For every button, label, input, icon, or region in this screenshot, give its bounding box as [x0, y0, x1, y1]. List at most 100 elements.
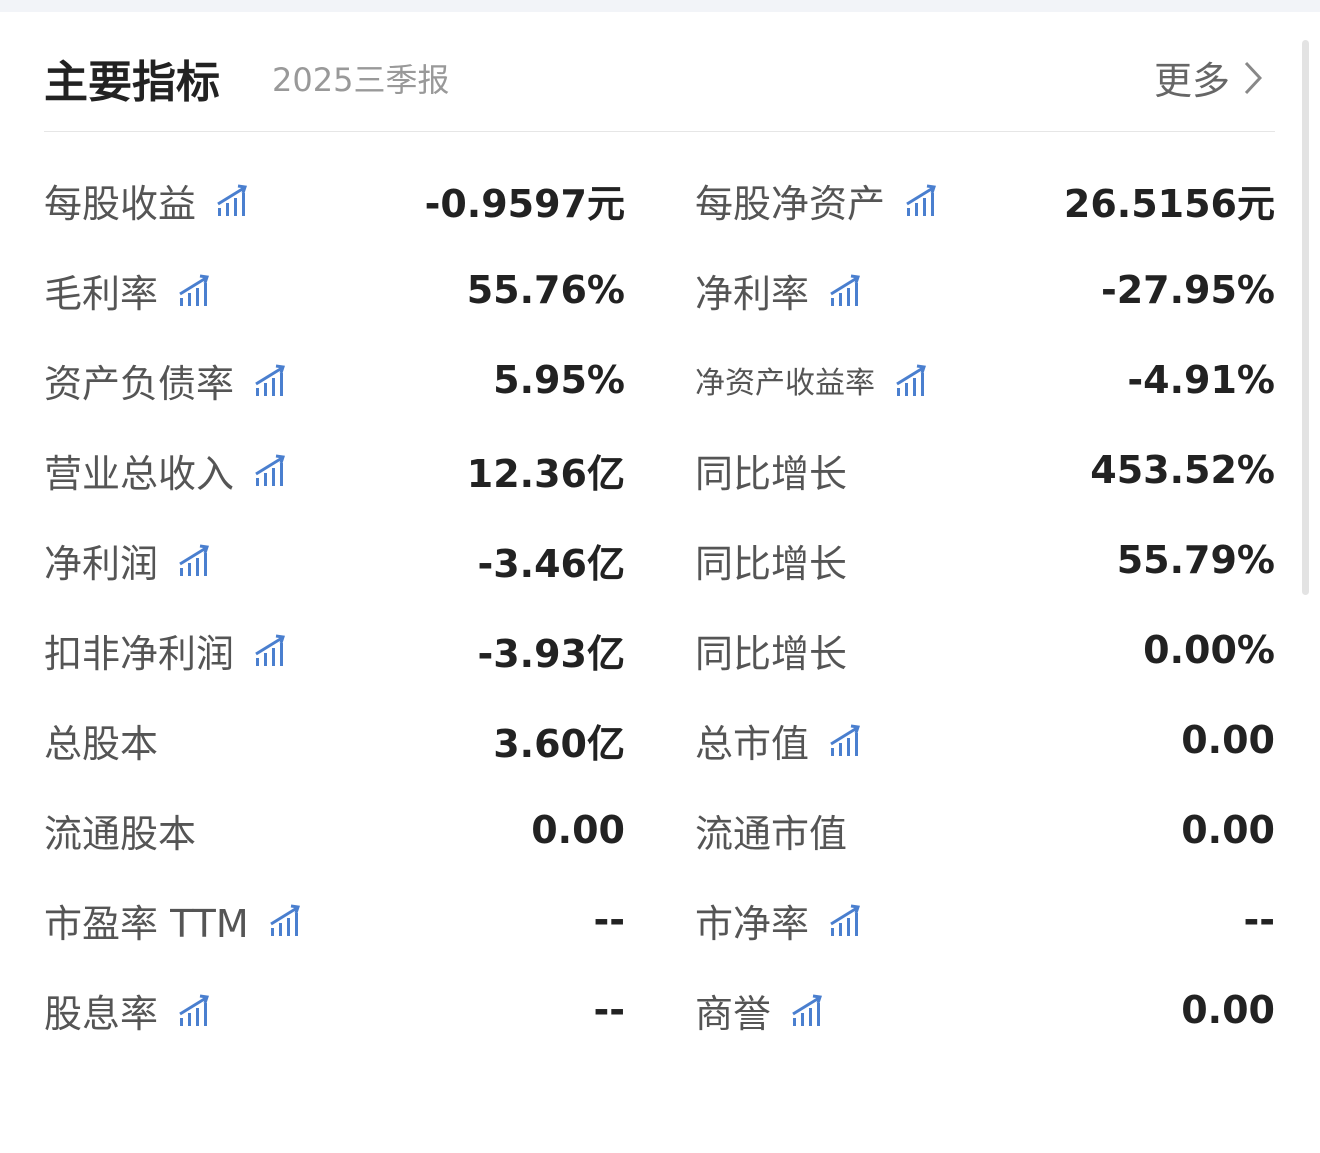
indicator-value: 3.60亿 [493, 721, 625, 766]
indicator-label: 资产负债率 [44, 353, 288, 408]
trend-chart-icon[interactable] [827, 272, 863, 308]
indicator-label: 每股净资产 [695, 173, 939, 228]
indicator-label: 流通股本 [44, 803, 196, 858]
indicator-label: 市盈率 TTM [44, 893, 303, 948]
indicator-right: 同比增长 453.52% [695, 425, 1275, 515]
indicator-left: 市盈率 TTM -- [44, 875, 625, 965]
trend-chart-icon[interactable] [827, 722, 863, 758]
indicator-label-text: 同比增长 [695, 451, 848, 496]
indicator-label-text: 同比增长 [695, 631, 848, 676]
divider [44, 131, 1275, 132]
indicator-value: -4.91% [1127, 358, 1275, 402]
indicator-right: 净资产收益率 -4.91% [695, 335, 1275, 425]
trend-chart-icon[interactable] [893, 362, 929, 398]
indicator-value: -3.93亿 [477, 631, 625, 676]
indicator-label: 扣非净利润 [44, 623, 288, 678]
trend-chart-icon[interactable] [252, 362, 288, 398]
indicator-left: 扣非净利润 -3.93亿 [44, 605, 625, 695]
indicator-label: 净利率 [695, 263, 863, 318]
indicator-label-text: 每股净资产 [695, 181, 886, 226]
indicator-label: 流通市值 [695, 803, 847, 858]
top-strip [0, 0, 1320, 12]
indicator-label: 每股收益 [44, 173, 250, 228]
indicator-value: 0.00 [1181, 808, 1275, 852]
indicator-right: 同比增长 0.00% [695, 605, 1275, 695]
indicator-right: 净利率 -27.95% [695, 245, 1275, 335]
indicator-label-text: 商誉 [695, 991, 772, 1036]
trend-chart-icon[interactable] [176, 542, 212, 578]
chevron-right-icon [1244, 61, 1262, 94]
indicator-value: 55.76% [466, 268, 625, 312]
indicator-value: 26.5156元 [1063, 181, 1275, 226]
indicator-label: 商誉 [695, 983, 825, 1038]
indicator-label-text: 扣非净利润 [44, 631, 235, 676]
indicator-label: 净利润 [44, 533, 212, 588]
indicator-label-text: 资产负债率 [44, 361, 235, 406]
indicator-value: 12.36亿 [466, 451, 625, 496]
indicator-left: 每股收益 -0.9597元 [44, 155, 625, 245]
report-period: 2025三季报 [272, 61, 450, 99]
indicator-label: 营业总收入 [44, 443, 288, 498]
indicator-label-text: 总股本 [44, 721, 159, 766]
indicator-label: 总股本 [44, 713, 158, 768]
indicator-right: 总市值 0.00 [695, 695, 1275, 785]
indicator-label: 总市值 [695, 713, 863, 768]
indicator-right: 流通市值 0.00 [695, 785, 1275, 875]
indicator-value: -- [593, 988, 625, 1032]
indicator-label: 毛利率 [44, 263, 212, 318]
indicator-right: 同比增长 55.79% [695, 515, 1275, 605]
indicator-label-text: 净资产收益率 [695, 366, 875, 401]
indicator-value: 0.00% [1143, 628, 1275, 672]
indicator-label: 同比增长 [695, 623, 847, 678]
indicator-left: 流通股本 0.00 [44, 785, 625, 875]
indicator-right: 市净率 -- [695, 875, 1275, 965]
indicator-label-text: 市盈率 TTM [44, 901, 249, 946]
indicator-label: 净资产收益率 [695, 358, 929, 402]
indicator-value: 0.00 [1181, 718, 1275, 762]
trend-chart-icon[interactable] [176, 992, 212, 1028]
indicator-value: 55.79% [1116, 538, 1275, 582]
trend-chart-icon[interactable] [252, 632, 288, 668]
indicator-value: 5.95% [493, 358, 625, 402]
indicator-value: -27.95% [1100, 268, 1275, 312]
indicator-value: 0.00 [531, 808, 625, 852]
indicator-value: -- [593, 898, 625, 942]
indicator-label-text: 股息率 [44, 991, 159, 1036]
indicator-label-text: 同比增长 [695, 541, 848, 586]
indicator-value: 0.00 [1181, 988, 1275, 1032]
scrollbar[interactable] [1302, 40, 1309, 595]
indicator-left: 营业总收入 12.36亿 [44, 425, 625, 515]
trend-chart-icon[interactable] [214, 182, 250, 218]
page-title: 主要指标 [44, 57, 220, 108]
trend-chart-icon[interactable] [267, 902, 303, 938]
indicator-left: 资产负债率 5.95% [44, 335, 625, 425]
more-button[interactable]: 更多 [1154, 50, 1262, 105]
trend-chart-icon[interactable] [903, 182, 939, 218]
indicator-label: 同比增长 [695, 533, 847, 588]
indicator-label-text: 净利润 [44, 541, 159, 586]
indicator-left: 净利润 -3.46亿 [44, 515, 625, 605]
indicator-label-text: 毛利率 [44, 271, 159, 316]
indicator-right: 商誉 0.00 [695, 965, 1275, 1055]
indicator-label: 股息率 [44, 983, 212, 1038]
trend-chart-icon[interactable] [176, 272, 212, 308]
indicator-left: 毛利率 55.76% [44, 245, 625, 335]
indicator-value: -3.46亿 [477, 541, 625, 586]
trend-chart-icon[interactable] [252, 452, 288, 488]
indicator-value: -- [1243, 898, 1275, 942]
indicator-label-text: 每股收益 [44, 181, 197, 226]
trend-chart-icon[interactable] [789, 992, 825, 1028]
indicator-value: 453.52% [1090, 448, 1275, 492]
indicator-left: 总股本 3.60亿 [44, 695, 625, 785]
trend-chart-icon[interactable] [827, 902, 863, 938]
indicator-right: 每股净资产 26.5156元 [695, 155, 1275, 245]
indicator-label-text: 流通市值 [695, 811, 848, 856]
indicator-label-text: 市净率 [695, 901, 810, 946]
indicator-label: 同比增长 [695, 443, 847, 498]
indicator-value: -0.9597元 [424, 181, 625, 226]
indicator-label-text: 流通股本 [44, 811, 197, 856]
indicator-label-text: 净利率 [695, 271, 810, 316]
indicator-label: 市净率 [695, 893, 863, 948]
indicator-label-text: 总市值 [695, 721, 810, 766]
indicator-left: 股息率 -- [44, 965, 625, 1055]
